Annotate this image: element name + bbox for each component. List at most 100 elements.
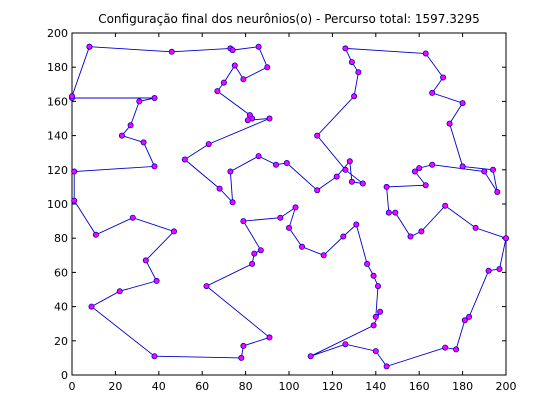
neuron-point (255, 43, 262, 50)
x-axis-ticks: 0 20 40 60 80 100 120 140 160 180 200 (69, 33, 517, 393)
neuron-point (142, 257, 149, 264)
x-tick-label: 100 (279, 380, 300, 393)
neuron-point (472, 224, 479, 231)
neuron-point (249, 260, 256, 267)
y-tick-label: 20 (54, 335, 68, 348)
neuron-point (264, 64, 271, 71)
neuron-point (129, 214, 136, 221)
neuron-point (429, 89, 436, 96)
neuron-point (489, 166, 496, 173)
x-tick-label: 20 (108, 380, 122, 393)
neuron-point (407, 233, 414, 240)
x-tick-label: 160 (409, 380, 430, 393)
neuron-point (285, 224, 292, 231)
route-line (71, 46, 507, 367)
x-tick-label: 60 (195, 380, 209, 393)
neuron-point (348, 59, 355, 66)
y-tick-label: 180 (47, 61, 68, 74)
neuron-point (168, 48, 175, 55)
neuron-point (214, 88, 221, 95)
neuron-point (342, 341, 349, 348)
neuron-point (453, 346, 460, 353)
neuron-point (266, 115, 273, 122)
neuron-point (459, 163, 466, 170)
chart-title: Configuração final dos neurônios(o) - Pe… (98, 12, 480, 26)
neuron-point (466, 313, 473, 320)
neuron-point (481, 168, 488, 175)
neuron-point (69, 93, 76, 100)
y-tick-label: 100 (47, 198, 68, 211)
neuron-point (240, 76, 247, 83)
neuron-point (364, 260, 371, 267)
neuron-point (459, 100, 466, 107)
neuron-point (392, 209, 399, 216)
neuron-point (205, 141, 212, 148)
y-tick-label: 60 (54, 266, 68, 279)
neuron-point (151, 163, 158, 170)
neuron-point (231, 62, 238, 69)
neuron-point (496, 265, 503, 272)
neuron-point (370, 272, 377, 279)
neuron-point (418, 228, 425, 235)
neuron-point (251, 250, 258, 257)
x-tick-label: 80 (239, 380, 253, 393)
neuron-point (255, 153, 262, 160)
neuron-point (342, 166, 349, 173)
neuron-point (227, 168, 234, 175)
neuron-point (446, 120, 453, 127)
neuron-point (151, 95, 158, 102)
neuron-point (370, 322, 377, 329)
neuron-point (86, 43, 93, 50)
neuron-point (136, 98, 143, 105)
neuron-point (181, 156, 188, 163)
neuron-point (92, 231, 99, 238)
x-tick-label: 200 (496, 380, 517, 393)
neuron-point (385, 209, 392, 216)
neuron-point (238, 354, 245, 361)
neuron-point (320, 252, 327, 259)
neuron-point (422, 182, 429, 189)
neuron-point (170, 228, 177, 235)
series-route (71, 46, 507, 367)
neuron-point (272, 161, 279, 168)
neuron-point (502, 235, 509, 242)
neuron-point (220, 79, 227, 86)
neuron-point (429, 161, 436, 168)
x-tick-label: 120 (322, 380, 343, 393)
neuron-point (71, 197, 78, 204)
y-tick-label: 140 (47, 130, 68, 143)
neuron-point (340, 233, 347, 240)
x-tick-label: 0 (69, 380, 76, 393)
neuron-point (240, 342, 247, 349)
neuron-point (240, 218, 247, 225)
neuron-point (442, 344, 449, 351)
neuron-point (333, 173, 340, 180)
y-tick-label: 40 (54, 301, 68, 314)
neuron-point (372, 313, 379, 320)
neuron-point (461, 317, 468, 324)
neuron-point (127, 122, 134, 129)
neuron-point (229, 199, 236, 206)
neuron-point (342, 45, 349, 52)
neuron-point (348, 178, 355, 185)
neuron-point (283, 159, 290, 166)
neuron-point (277, 214, 284, 221)
neuron-point (353, 221, 360, 228)
y-tick-label: 80 (54, 232, 68, 245)
neuron-markers (69, 43, 509, 370)
neuron-point (355, 69, 362, 76)
neuron-point (416, 165, 423, 172)
neuron-point (442, 202, 449, 209)
y-tick-label: 200 (47, 27, 68, 40)
neuron-point (203, 283, 210, 290)
neuron-point (411, 168, 418, 175)
neuron-point (118, 132, 125, 139)
y-axis-ticks: 0 20 40 60 80 100 120 140 160 180 200 (47, 27, 506, 382)
neuron-point (422, 50, 429, 57)
y-tick-label: 160 (47, 95, 68, 108)
neuron-point (229, 47, 236, 54)
neuron-point (266, 334, 273, 341)
neuron-point (372, 348, 379, 355)
